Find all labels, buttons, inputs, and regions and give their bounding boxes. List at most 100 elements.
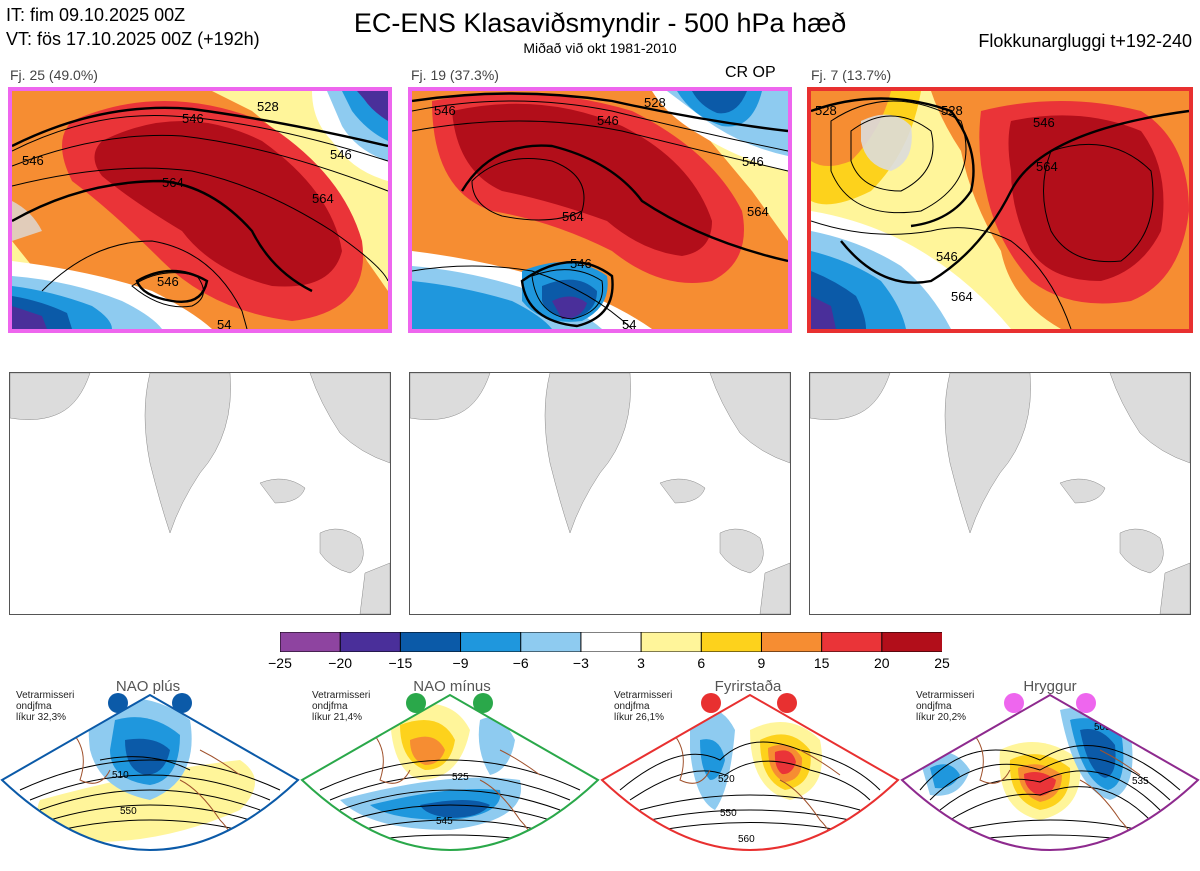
regime-1-name: NAO plús (115, 678, 181, 695)
contour-label: 546 (157, 274, 179, 289)
regime-note-line: ondjfma (16, 701, 52, 712)
colorbar-swatch (460, 631, 522, 653)
contour-label: 564 (747, 204, 769, 219)
control-operational-badge: CR OP (725, 64, 776, 81)
contour-label: 546 (570, 256, 592, 271)
contour-label: 564 (951, 289, 973, 304)
colorbar-tick-label: −15 (388, 655, 413, 671)
colorbar-tick-label: −20 (328, 655, 353, 671)
regime-note-line: Vetrarmisseri (916, 690, 975, 701)
colorbar-swatch (881, 631, 944, 653)
colorbar-swatch (821, 631, 883, 653)
colorbar-tick-label: 9 (757, 655, 766, 671)
regime-contour-label: 560 (1138, 840, 1155, 851)
regime-note-line: ondjfma (916, 701, 952, 712)
contour-label: 546 (330, 147, 352, 162)
regime-2-marker-dot (406, 693, 426, 713)
regime-3-map: 520 550 560 (600, 693, 900, 851)
cluster-1-label: Fj. 25 (49.0%) (10, 67, 98, 83)
colorbar-ticks: −25 −20 −15 −9 −6 −3 3 6 9 15 20 25 (268, 655, 950, 675)
empty-map-1 (9, 372, 391, 615)
regime-contour-label: 545 (436, 816, 453, 827)
regime-contour-label: 520 (718, 774, 735, 785)
contour-label: 528 (644, 95, 666, 110)
regime-1-marker-dot (108, 693, 128, 713)
colorbar-swatch (520, 631, 582, 653)
regime-note-line: Vetrarmisseri (312, 690, 371, 701)
cluster-map-2: 546 546 528 546 564 564 546 54 (408, 87, 792, 333)
regime-1-map: 510 550 (0, 693, 300, 851)
regime-3-marker-dot (701, 693, 721, 713)
regime-note-line: líkur 26,1% (614, 712, 665, 723)
colorbar-tick-label: 3 (637, 655, 645, 671)
colorbar-swatch (760, 631, 823, 653)
page-subtitle: Miðað við okt 1981-2010 (523, 40, 677, 56)
contour-label: 564 (1036, 159, 1058, 174)
contour-label: 564 (312, 191, 334, 206)
contour-label: 546 (597, 113, 619, 128)
contour-label: 528 (815, 103, 837, 118)
colorbar-tick-label: 25 (934, 655, 950, 671)
colorbar-swatch (640, 631, 703, 653)
regime-4-map: 505 535 560 (900, 693, 1200, 851)
contour-label: 564 (162, 175, 184, 190)
regime-4-note: Vetrarmisseri ondjfma líkur 20,2% (916, 690, 974, 723)
contour-label: 54 (622, 317, 636, 329)
contour-label: 546 (936, 249, 958, 264)
contour-label: 564 (562, 209, 584, 224)
regime-3-marker-dot (777, 693, 797, 713)
cluster-3-label: Fj. 7 (13.7%) (811, 67, 892, 83)
regime-1-note: Vetrarmisseri ondjfma líkur 32,3% (16, 690, 74, 723)
regime-contour-label: 560 (738, 834, 755, 845)
colorbar-tick-label: 6 (697, 655, 706, 671)
regime-contour-label: 525 (452, 772, 469, 783)
empty-map-3 (809, 372, 1191, 615)
cluster-map-3: 528 546 564 528 546 564 (807, 87, 1193, 333)
cluster-2-label: Fj. 19 (37.3%) (411, 67, 499, 83)
regime-note-line: líkur 20,2% (916, 712, 967, 723)
cluster-map-1: 546 546 528 564 546 564 546 54 (8, 87, 392, 333)
regime-4-marker-dot (1004, 693, 1024, 713)
regime-4-marker-dot (1076, 693, 1096, 713)
regime-note-line: ondjfma (614, 701, 650, 712)
regime-2-marker-dot (473, 693, 493, 713)
colorbar-tick-label: 20 (874, 655, 890, 671)
regime-note-line: líkur 21,4% (312, 712, 363, 723)
colorbar-tick-label: 15 (813, 655, 830, 671)
colorbar-tick-label: −3 (572, 655, 589, 671)
contour-label: 54 (217, 317, 231, 329)
regime-note-line: Vetrarmisseri (16, 690, 75, 701)
colorbar-tick-label: −6 (512, 655, 529, 671)
colorbar-tick-label: −25 (268, 655, 292, 671)
contour-label: 528 (257, 99, 279, 114)
contour-label: 546 (1033, 115, 1055, 130)
regime-2-map: 525 545 565 (300, 693, 600, 861)
valid-time: VT: fös 17.10.2025 00Z (+192h) (6, 29, 260, 49)
regime-3-name: Fyrirstaða (714, 678, 782, 695)
regime-contour-label: 535 (1132, 776, 1149, 787)
colorbar-swatch (580, 631, 643, 653)
contour-label: 528 (941, 103, 963, 118)
colorbar-swatch (279, 631, 342, 653)
contour-label: 546 (434, 103, 456, 118)
regime-contour-label: 565 (446, 850, 463, 861)
regime-4-name: Hryggur (1023, 678, 1077, 695)
regime-note-line: líkur 32,3% (16, 712, 67, 723)
page-title: EC-ENS Klasaviðsmyndir - 500 hPa hæð (353, 8, 847, 38)
regime-contour-label: 510 (112, 770, 129, 781)
cluster-window: Flokkunargluggi t+192-240 (978, 31, 1192, 51)
regime-contour-label: 550 (720, 808, 737, 819)
init-time: IT: fim 09.10.2025 00Z (6, 5, 186, 25)
colorbar-swatch (700, 631, 763, 653)
colorbar-swatch (339, 631, 402, 653)
regime-contour-label: 550 (120, 806, 137, 817)
regime-note-line: Vetrarmisseri (614, 690, 673, 701)
colorbar (279, 631, 944, 653)
regime-2-note: Vetrarmisseri ondjfma líkur 21,4% (312, 690, 370, 723)
contour-label: 546 (182, 111, 204, 126)
regime-2-name: NAO mínus (413, 678, 491, 695)
contour-label: 546 (22, 153, 44, 168)
regime-note-line: ondjfma (312, 701, 348, 712)
colorbar-swatch (399, 631, 462, 653)
regime-1-marker-dot (172, 693, 192, 713)
